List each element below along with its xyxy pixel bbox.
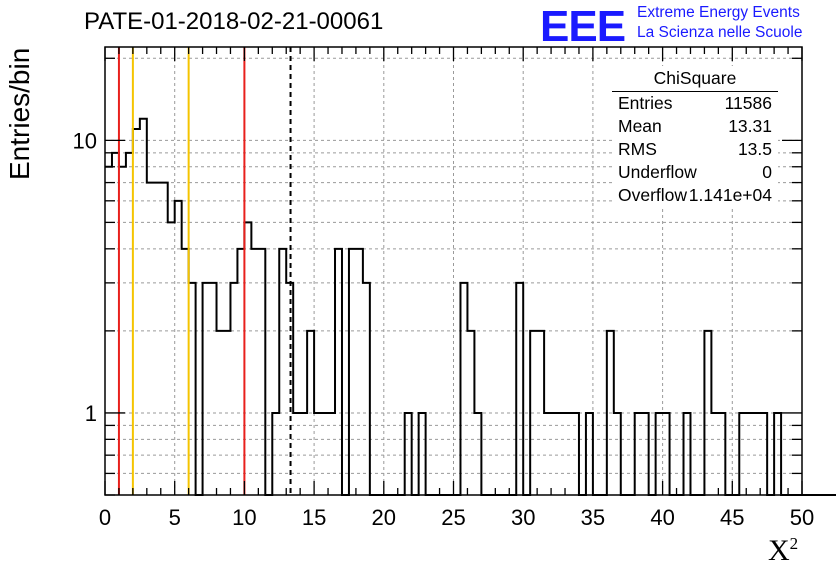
stats-row: Underflow 0 bbox=[612, 161, 778, 184]
x-axis-label-base: X bbox=[768, 534, 790, 567]
stats-key: Entries bbox=[618, 93, 673, 113]
x-tick-label: 15 bbox=[302, 505, 326, 530]
x-tick-label: 0 bbox=[99, 505, 111, 530]
x-tick-label: 30 bbox=[511, 505, 535, 530]
stats-row: RMS 13.5 bbox=[612, 138, 778, 161]
x-tick-label: 10 bbox=[232, 505, 256, 530]
stats-row: Mean 13.31 bbox=[612, 115, 778, 138]
x-tick-label: 45 bbox=[720, 505, 744, 530]
eee-logo: EEE bbox=[540, 2, 626, 51]
histogram-outline bbox=[105, 117, 836, 496]
x-tick-label: 20 bbox=[372, 505, 396, 530]
chart-title: PATE-01-2018-02-21-00061 bbox=[84, 8, 384, 35]
stats-row: Overflow 1.141e+04 bbox=[612, 184, 778, 207]
y-tick-labels: 1 10 bbox=[73, 128, 97, 426]
x-tick-label: 25 bbox=[441, 505, 465, 530]
stats-rows: Entries 11586 Mean 13.31 RMS 13.5 Underflow 0 Ov… bbox=[612, 92, 778, 207]
histogram-bars bbox=[105, 117, 836, 496]
x-tick-label: 5 bbox=[169, 505, 181, 530]
stats-value: 0 bbox=[762, 162, 772, 182]
axes bbox=[104, 46, 803, 496]
y-tick-label: 10 bbox=[73, 128, 97, 153]
stats-row: Entries 11586 bbox=[612, 92, 778, 115]
x-tick-labels: 0 5 10 15 20 25 30 35 40 45 50 bbox=[99, 505, 814, 530]
logo-line-2: La Scienza nelle Scuole bbox=[637, 24, 803, 41]
stats-key: RMS bbox=[618, 139, 657, 159]
stats-value: 13.31 bbox=[728, 116, 772, 136]
stats-key: Mean bbox=[618, 116, 662, 136]
y-tick-label: 1 bbox=[85, 401, 97, 426]
stats-key: Underflow bbox=[618, 162, 697, 182]
stats-box: ChiSquare Entries 11586 Mean 13.31 RMS 13.5 Un… bbox=[612, 66, 778, 206]
stats-value: 13.5 bbox=[737, 139, 772, 159]
x-tick-label: 50 bbox=[790, 505, 814, 530]
stats-key: Overflow bbox=[618, 185, 688, 205]
stats-title: ChiSquare bbox=[612, 68, 778, 92]
vertical-markers bbox=[117, 47, 292, 495]
y-axis-label: Entries/bin bbox=[4, 47, 35, 180]
x-tick-label: 35 bbox=[581, 505, 605, 530]
logo-line-1: Extreme Energy Events bbox=[637, 4, 800, 21]
x-tick-label: 40 bbox=[650, 505, 674, 530]
x-axis-label-superscript: 2 bbox=[789, 534, 799, 553]
stats-value: 1.141e+04 bbox=[688, 185, 772, 205]
x-axis-label: X2 bbox=[768, 534, 798, 568]
stats-value: 11586 bbox=[724, 93, 772, 113]
